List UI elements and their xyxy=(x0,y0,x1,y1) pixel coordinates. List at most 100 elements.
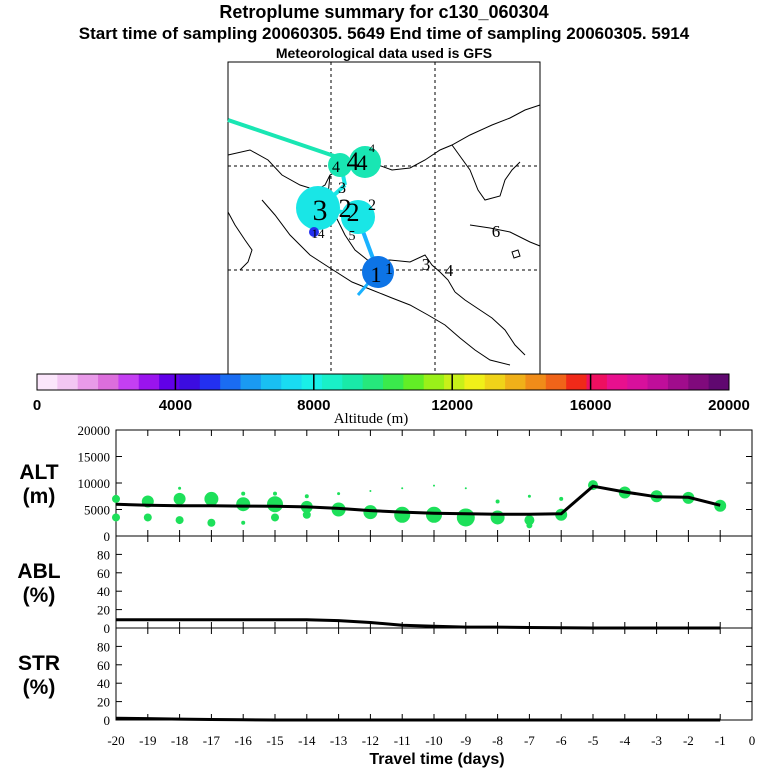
alt-scatter-point xyxy=(401,487,404,490)
panel-ylabel: STR xyxy=(18,652,60,675)
panel-series-line xyxy=(115,716,721,722)
map-label: 4 xyxy=(445,261,454,280)
map-label: 4 xyxy=(369,141,375,155)
colorbar-segment xyxy=(199,374,221,390)
colorbar-segment xyxy=(688,374,710,390)
alt-scatter-point xyxy=(241,520,246,525)
colorbar-segment xyxy=(37,374,58,390)
map-label: 1 xyxy=(371,262,382,287)
x-tick-label: 0 xyxy=(749,733,756,748)
alt-scatter-point xyxy=(490,510,505,525)
colorbar-segment xyxy=(362,374,384,390)
panel-series-line xyxy=(116,618,721,630)
chart-title: Retroplume summary for c130_060304 xyxy=(219,2,549,22)
colorbar-segment xyxy=(57,374,79,390)
colorbar-segment xyxy=(260,374,282,390)
trajectory-circle xyxy=(349,146,381,178)
alt-scatter-point xyxy=(526,522,533,529)
panel-ylabel: (%) xyxy=(23,584,56,607)
coastline-central-america xyxy=(454,291,526,356)
y-tick-label: 20 xyxy=(97,603,110,618)
sampling-times: Start time of sampling 20060305. 5649 En… xyxy=(78,24,690,43)
colorbar-segment xyxy=(647,374,669,390)
alt-scatter-point xyxy=(143,513,152,522)
alt-scatter-point xyxy=(456,508,475,527)
map-label: 3 xyxy=(422,255,431,274)
trajectory-circle xyxy=(296,186,340,230)
panel-ylabel: ALT xyxy=(19,461,58,484)
alt-scatter-point xyxy=(527,494,531,498)
x-tick-label: -14 xyxy=(298,733,316,748)
map-label: 5 xyxy=(349,229,356,244)
alt-scatter-point xyxy=(524,515,535,526)
y-tick-label: 20 xyxy=(97,695,110,710)
alt-scatter-point xyxy=(363,505,378,520)
colorbar-segment xyxy=(77,374,99,390)
colorbar-segment xyxy=(138,374,160,390)
y-tick-label: 10000 xyxy=(78,476,111,491)
colorbar-segment xyxy=(586,374,608,390)
x-tick-label: -20 xyxy=(107,733,124,748)
colorbar-frame xyxy=(36,373,730,391)
colorbar-tick-label: 0 xyxy=(33,397,41,414)
panel-frame xyxy=(115,627,753,721)
x-tick-label: -7 xyxy=(524,733,535,748)
trajectory-circle xyxy=(309,227,319,237)
alt-scatter-point xyxy=(302,510,311,519)
colorbar-segment xyxy=(505,374,526,390)
x-tick-label: -11 xyxy=(394,733,411,748)
alt-scatter-point xyxy=(559,496,564,501)
panel-frame xyxy=(115,535,753,629)
alt-scatter-point xyxy=(304,494,309,499)
trajectory-segment xyxy=(227,118,341,160)
alt-scatter-point xyxy=(394,506,411,523)
alt-scatter-point xyxy=(433,484,435,487)
timeseries-panels: 05000100001500020000ALT(m)020406080ABL(%… xyxy=(17,423,755,748)
x-tick-label: -19 xyxy=(139,733,156,748)
coastline-baja xyxy=(227,211,253,271)
x-tick-label: -2 xyxy=(683,733,694,748)
y-tick-label: 0 xyxy=(104,713,111,728)
colorbar-tick-label: 12000 xyxy=(431,397,473,414)
y-tick-label: 80 xyxy=(97,639,110,654)
colorbar-segment xyxy=(383,374,404,390)
island-bahamas xyxy=(511,249,521,259)
map-label: 4 xyxy=(347,147,360,176)
colorbar-segment xyxy=(545,374,567,390)
y-tick-label: 60 xyxy=(97,658,110,673)
colorbar-segment xyxy=(708,374,730,390)
y-tick-label: 20000 xyxy=(78,423,111,438)
colorbar-segment xyxy=(342,374,364,390)
panel-ylabel: (%) xyxy=(23,676,56,699)
panel-ylabel: ABL xyxy=(17,560,60,583)
colorbar-segment xyxy=(464,374,486,390)
colorbar-segment xyxy=(98,374,119,390)
map-label: 3 xyxy=(313,194,328,227)
y-tick-label: 80 xyxy=(97,547,110,562)
colorbar-segment xyxy=(525,374,547,390)
colorbar-segment xyxy=(606,374,628,390)
trajectory-circle xyxy=(362,256,394,288)
x-tick-label: -10 xyxy=(425,733,442,748)
map-label: 6 xyxy=(492,222,501,241)
map-label: 1 xyxy=(385,261,393,278)
alt-scatter-point xyxy=(204,491,219,506)
alt-scatter-point xyxy=(337,492,341,496)
y-tick-label: 40 xyxy=(97,584,110,599)
x-tick-label: -1 xyxy=(715,733,726,748)
colorbar-segment xyxy=(301,374,323,390)
x-tick-label: -15 xyxy=(266,733,283,748)
map-label: 4 xyxy=(357,150,368,175)
map-label: 3 xyxy=(338,180,346,197)
alt-scatter-point xyxy=(175,516,184,525)
x-tick-label: -16 xyxy=(235,733,253,748)
colorbar-tick-label: 4000 xyxy=(159,397,192,414)
alt-scatter-point xyxy=(173,492,186,505)
colorbar-segment xyxy=(179,374,201,390)
trajectory-circle xyxy=(341,200,375,234)
x-tick-label: -18 xyxy=(171,733,188,748)
colorbar-segment xyxy=(159,374,180,390)
y-tick-label: 40 xyxy=(97,676,110,691)
map-label: 2 xyxy=(339,194,352,223)
